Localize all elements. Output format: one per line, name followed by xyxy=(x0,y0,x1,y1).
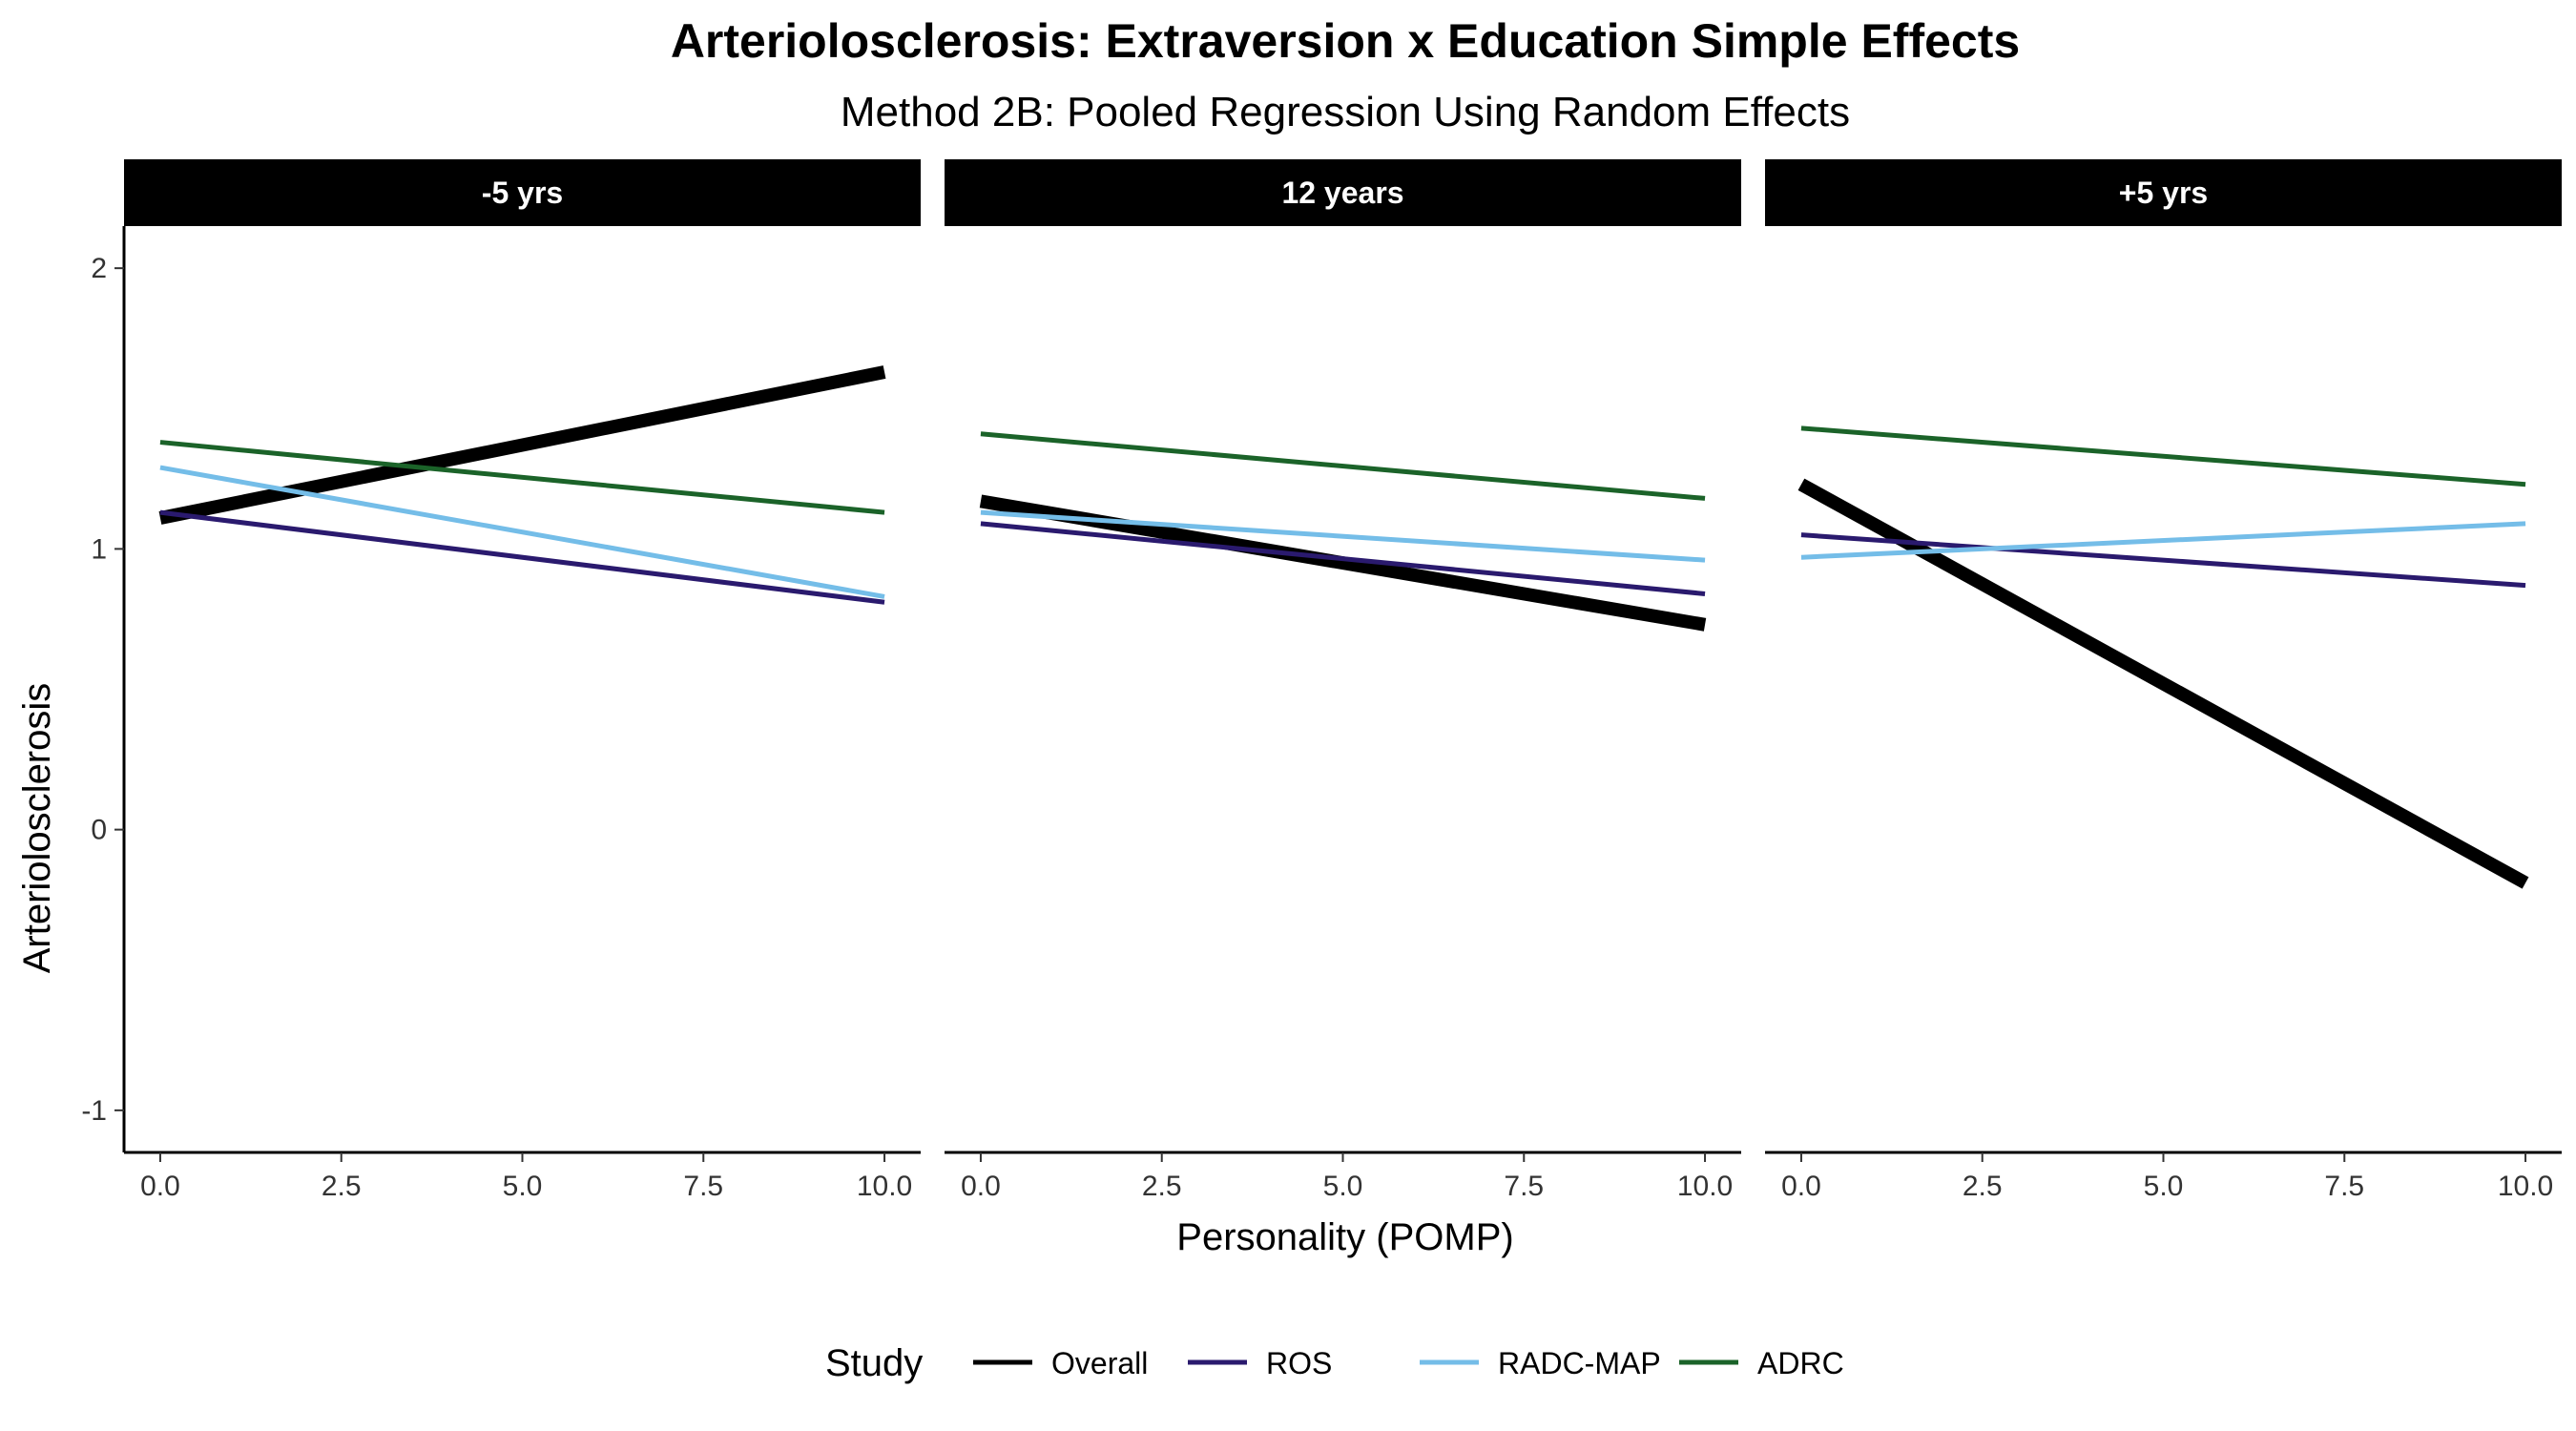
x-tick-label: 5.0 xyxy=(2144,1171,2184,1202)
series-line-radc-map xyxy=(159,465,885,599)
legend-label: ROS xyxy=(1266,1346,1332,1380)
x-tick-label: 7.5 xyxy=(2324,1171,2364,1202)
facet-strip xyxy=(124,159,921,226)
x-tick-label: 10.0 xyxy=(1677,1171,1733,1202)
y-tick-label: 1 xyxy=(91,533,107,565)
legend-label: ADRC xyxy=(1757,1346,1844,1380)
legend: Study Overall ROS RADC-MAP ADRC xyxy=(825,1342,1844,1384)
facet-strip-label: +5 yrs xyxy=(2119,176,2208,210)
panel-1: 12 years 0.0 2.5 5.0 7.5 10.0 xyxy=(945,159,1741,1202)
x-tick-label: 7.5 xyxy=(683,1171,723,1202)
series-line-radc-map xyxy=(1800,521,2526,560)
x-tick-label: 10.0 xyxy=(2498,1171,2553,1202)
y-tick-label: 2 xyxy=(91,253,107,284)
x-axis-title: Personality (POMP) xyxy=(1176,1216,1513,1258)
series-line-ros xyxy=(1800,532,2526,589)
legend-label: Overall xyxy=(1051,1346,1148,1380)
series-line-ros xyxy=(159,509,885,605)
y-tick-label: -1 xyxy=(81,1095,107,1127)
x-tick-label: 0.0 xyxy=(140,1171,180,1202)
chart-subtitle: Method 2B: Pooled Regression Using Rando… xyxy=(841,89,1850,135)
panels-layer: -5 yrs 0.0 2.5 5.0 7.5 10.0 -1 0 1 2 12 years 0.0 2.… xyxy=(81,159,2562,1202)
series-line-overall xyxy=(158,365,886,525)
series-line-adrc xyxy=(159,440,885,515)
series-line-adrc xyxy=(1800,425,2526,487)
facet-strip-label: 12 years xyxy=(1281,176,1403,210)
facet-strip xyxy=(1765,159,2562,226)
facet-strip-label: -5 yrs xyxy=(482,176,563,210)
series-line-ros xyxy=(980,521,1706,596)
panel-2: +5 yrs 0.0 2.5 5.0 7.5 10.0 xyxy=(1765,159,2562,1202)
series-line-adrc xyxy=(980,431,1706,501)
facet-strip xyxy=(945,159,1741,226)
series-line-radc-map xyxy=(980,509,1706,563)
x-tick-label: 2.5 xyxy=(1963,1171,2003,1202)
x-tick-label: 5.0 xyxy=(503,1171,543,1202)
legend-label: RADC-MAP xyxy=(1498,1346,1661,1380)
x-tick-label: 0.0 xyxy=(1781,1171,1821,1202)
chart-title: Arteriolosclerosis: Extraversion x Educa… xyxy=(671,14,2020,68)
x-tick-label: 2.5 xyxy=(322,1171,362,1202)
y-axis-title: Arteriolosclerosis xyxy=(16,683,58,974)
panel-0: -5 yrs 0.0 2.5 5.0 7.5 10.0 -1 0 1 2 xyxy=(81,159,921,1202)
x-tick-label: 7.5 xyxy=(1504,1171,1544,1202)
x-tick-label: 0.0 xyxy=(961,1171,1001,1202)
x-tick-label: 10.0 xyxy=(857,1171,912,1202)
x-tick-label: 2.5 xyxy=(1142,1171,1182,1202)
y-tick-label: 0 xyxy=(91,815,107,846)
legend-title: Study xyxy=(825,1342,923,1384)
x-tick-label: 5.0 xyxy=(1323,1171,1363,1202)
